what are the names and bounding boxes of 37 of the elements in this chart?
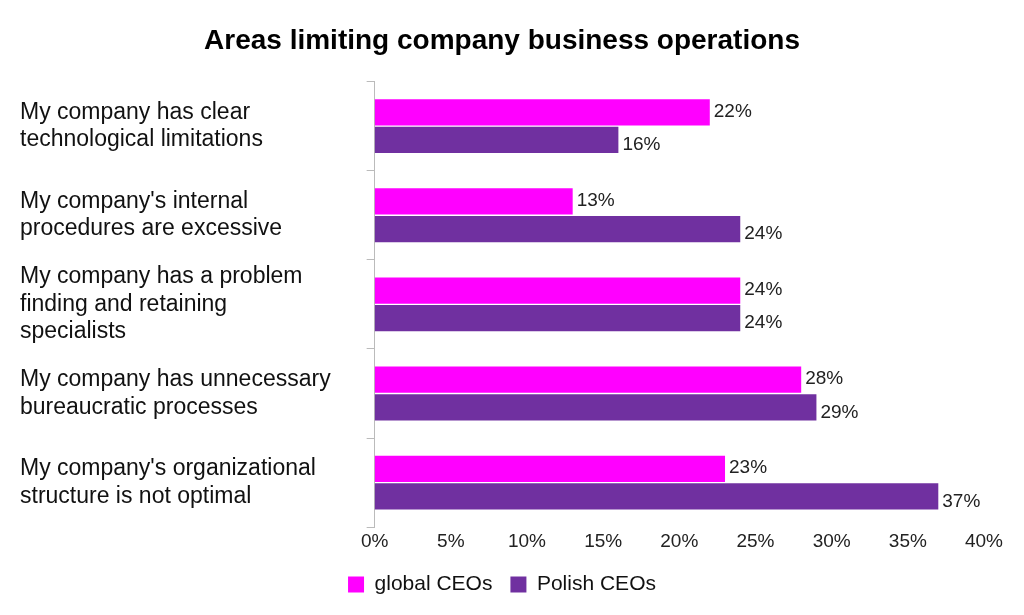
data-label: 23% xyxy=(729,456,768,478)
data-label: 29% xyxy=(820,400,859,422)
bar xyxy=(374,366,802,393)
x-tick-label: 35% xyxy=(888,529,927,551)
bar xyxy=(374,215,741,243)
x-tick-label: 30% xyxy=(812,529,851,551)
y-tick-label: My company has unnecessary bureaucratic processes xyxy=(20,365,332,419)
x-tick-label: 40% xyxy=(964,529,1004,551)
bar xyxy=(374,455,726,482)
x-tick-label: 20% xyxy=(660,529,699,551)
legend-label: global CEOs xyxy=(374,571,493,595)
data-label: 24% xyxy=(744,277,783,299)
y-tick-label: My company has clear technological limitations xyxy=(20,97,263,152)
bar xyxy=(374,277,741,304)
bar xyxy=(374,188,573,215)
y-tick-label: My company's organizational structure is not optimal xyxy=(20,454,316,508)
data-label: 13% xyxy=(576,188,615,210)
bar xyxy=(374,394,817,421)
legend-label: Polish CEOs xyxy=(536,571,656,595)
data-label: 24% xyxy=(744,311,783,333)
bar xyxy=(374,483,939,510)
x-tick-label: 25% xyxy=(736,529,775,551)
y-tick-label: My company has a problem finding and retaining specialists xyxy=(20,262,303,344)
x-tick-label: 5% xyxy=(437,529,465,551)
data-label: 22% xyxy=(713,99,752,121)
data-label: 28% xyxy=(805,366,844,388)
x-tick-label: 0% xyxy=(360,529,389,551)
bar xyxy=(374,99,710,126)
y-tick-label: My company's internal procedures are excessive xyxy=(20,186,283,241)
chart-title: Areas limiting company business operations xyxy=(204,23,800,55)
bar xyxy=(374,126,619,154)
data-label: 16% xyxy=(622,133,661,155)
data-label: 24% xyxy=(744,222,783,244)
x-tick-label: 15% xyxy=(584,529,623,551)
data-label: 37% xyxy=(942,489,981,511)
x-tick-label: 10% xyxy=(507,529,547,551)
bar xyxy=(374,305,741,332)
